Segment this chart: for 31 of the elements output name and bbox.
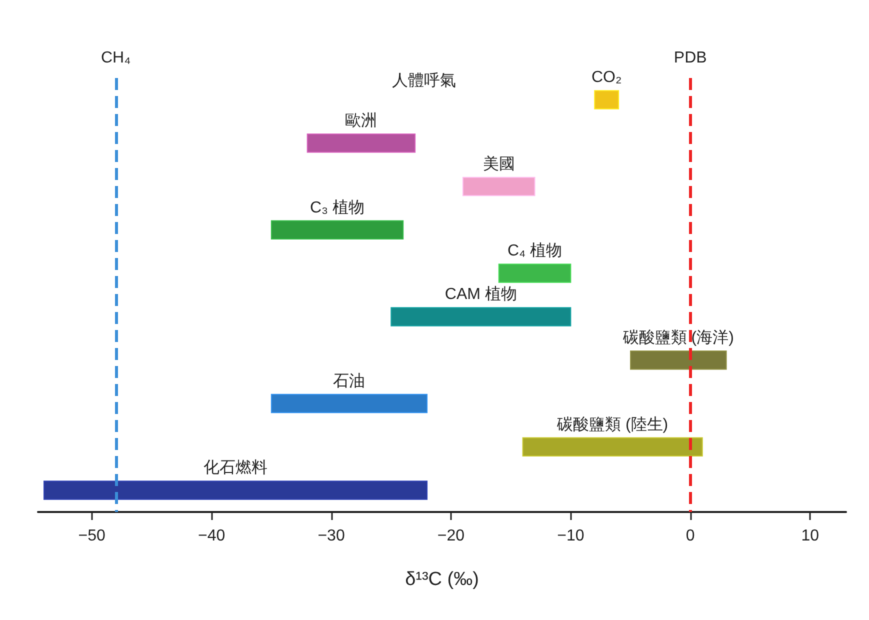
y-tick-label: CAM 植物: [444, 285, 517, 304]
bar: [594, 90, 620, 110]
x-tick-label: 0: [686, 528, 695, 544]
x-tick-label: −10: [557, 528, 584, 544]
y-tick-label: C₄ 植物: [508, 242, 562, 260]
annotation: 人體呼氣: [392, 72, 456, 90]
bar: [43, 480, 428, 500]
x-tick-label: −40: [198, 528, 226, 544]
bar: [270, 394, 428, 414]
bar: [630, 350, 727, 370]
bar: [498, 264, 572, 283]
ref-line-label: CH₄: [100, 50, 131, 66]
bar: [390, 307, 572, 326]
bar: [522, 437, 703, 457]
x-axis-title: δ¹³C (‰): [405, 569, 479, 590]
x-tick-label: −20: [437, 528, 465, 544]
y-tick-label: 碳酸鹽類 (海洋): [622, 328, 734, 346]
y-tick-label: 化石燃料: [204, 458, 268, 477]
y-tick-label: 歐洲: [345, 111, 378, 130]
bar: [462, 176, 536, 196]
ref-line-label: PDB: [674, 50, 707, 66]
x-tick-label: −50: [78, 528, 106, 544]
y-tick-label: C₃ 植物: [310, 198, 365, 216]
y-tick-label: 石油: [333, 372, 366, 390]
bar: [270, 220, 404, 240]
y-tick-label: 美國: [482, 154, 515, 173]
x-tick-label: −30: [318, 528, 345, 544]
bar: [306, 133, 416, 153]
y-tick-label: CO₂: [591, 69, 622, 86]
x-tick-label: 10: [801, 528, 820, 544]
y-tick-label: 碳酸鹽類 (陸生): [556, 415, 668, 434]
